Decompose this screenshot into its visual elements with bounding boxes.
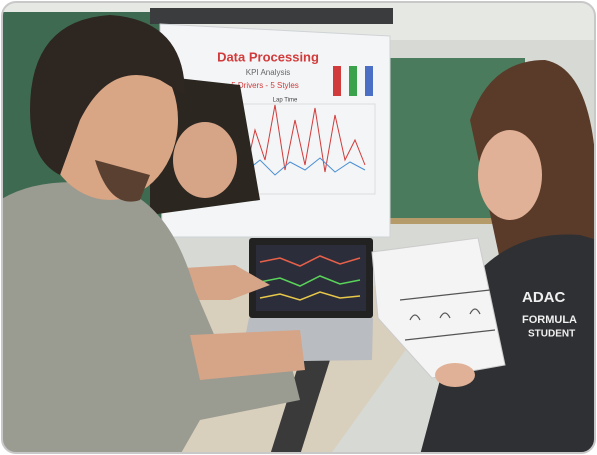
slide-subtitle: KPI Analysis	[246, 68, 290, 77]
chalk-tray	[385, 218, 525, 224]
laptop-display	[256, 245, 366, 311]
paper-sketches	[399, 289, 496, 341]
screen-housing	[150, 8, 393, 24]
jacket-line2: STUDENT	[528, 329, 575, 340]
person-right-hand	[435, 363, 475, 387]
person-left-beard	[95, 160, 150, 202]
person-left-hair	[30, 15, 185, 175]
driver-icons	[333, 66, 373, 96]
jacket-line1: FORMULA	[522, 314, 577, 326]
jacket-brand: ADAC	[522, 289, 565, 306]
typing-hands	[190, 330, 305, 380]
laptop-trace-yellow	[259, 291, 361, 301]
laptop-trace-red	[259, 255, 361, 267]
person-right-face	[478, 130, 542, 220]
person-middle-face	[173, 122, 237, 198]
laptop-trace-green	[259, 275, 361, 287]
desk-leg	[270, 360, 330, 453]
slide-chart-title: Lap Time	[273, 98, 298, 104]
person-right-jacket	[420, 234, 595, 453]
person-left-shirt	[2, 182, 300, 453]
slide-line: 5 Drivers - 5 Styles	[231, 81, 299, 90]
slide-title: Data Processing	[217, 49, 319, 64]
